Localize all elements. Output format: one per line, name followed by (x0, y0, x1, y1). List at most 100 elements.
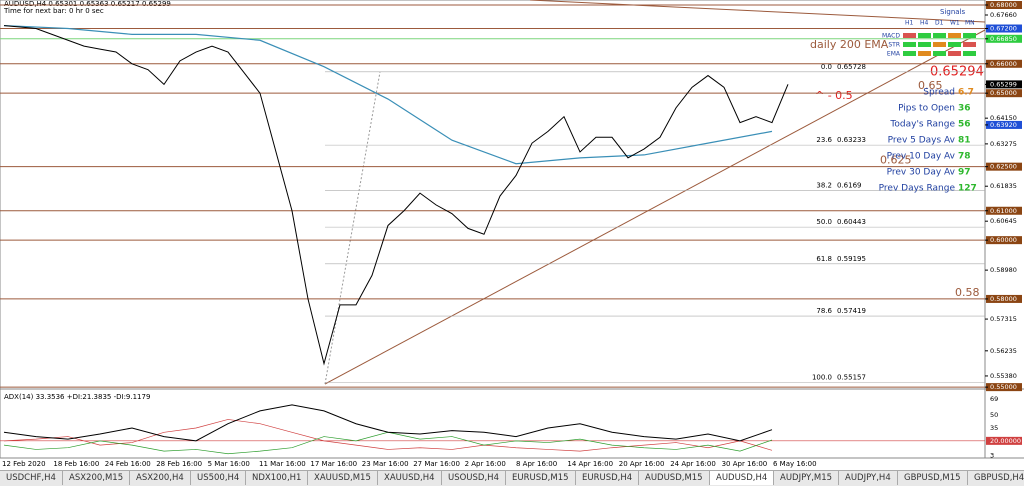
price-tag (986, 89, 1022, 98)
chart-tab[interactable]: USDCHF,H4 (0, 471, 63, 485)
fib-level: 0.0 (821, 63, 832, 71)
fib-price: 0.63233 (837, 136, 866, 144)
chart: AUDUSD,H4 0.65301 0.65363 0.65217 0.6529… (0, 0, 1024, 468)
y-tick-label: 0.56235 (990, 347, 1017, 355)
fib-level: 38.2 (816, 181, 832, 189)
signal-cell (963, 33, 976, 38)
y-tick-label: 0.64150 (990, 114, 1017, 122)
price-tag (986, 236, 1022, 245)
chart-tab[interactable]: GBPUSD,M15 (898, 471, 968, 485)
x-tick-label: 2 Apr 16:00 (465, 460, 506, 468)
info-value: 56 (958, 120, 971, 130)
price-tag (986, 206, 1022, 215)
adx-line (3, 404, 773, 442)
chart-tab[interactable]: AUDUSD,H4 (710, 471, 775, 485)
x-tick-label: 17 Mar 16:00 (310, 460, 357, 468)
price-tag (986, 294, 1022, 303)
signal-cell (948, 42, 961, 47)
x-tick-label: 14 Apr 16:00 (567, 460, 613, 468)
x-tick-label: 24 Apr 16:00 (670, 460, 716, 468)
info-label: Pips to Open (898, 104, 955, 114)
y-tick-label: 0.58000 (990, 295, 1017, 303)
chart-tab[interactable]: NDX100,H1 (246, 471, 309, 485)
signal-cell (963, 42, 976, 47)
chart-tab[interactable]: AUDJPY,H4 (839, 471, 898, 485)
level-label: 0.625 (880, 154, 912, 167)
fib-price: 0.65728 (837, 63, 866, 71)
x-tick-label: 18 Feb 16:00 (53, 460, 99, 468)
bar-timer: Time for next bar: 0 hr 0 sec (3, 7, 104, 15)
fib-level: 61.8 (816, 255, 832, 263)
y-tick-label: 0.67660 (990, 11, 1017, 19)
fib-price: 0.55157 (837, 374, 866, 382)
y-tick-label: 0.55000 (990, 383, 1017, 391)
y-tick-label: 0.65299 (990, 80, 1017, 88)
signal-cell (933, 51, 946, 56)
x-tick-label: 12 Feb 2020 (2, 460, 46, 468)
price-tag (986, 80, 1022, 89)
price-tag (986, 59, 1022, 68)
tab-bar: USDCHF,H4 ASX200,M15 ASX200,H4 US500,H4 NDX1… (0, 470, 1024, 486)
chart-tab[interactable]: AUDJPY,M15 (774, 471, 840, 485)
signal-cell (918, 51, 931, 56)
y-tick-label: 0.66000 (990, 60, 1017, 68)
info-value: 6.7 (958, 88, 974, 98)
info-value: 36 (958, 104, 971, 114)
info-label: Prev 30 Day Av (887, 168, 956, 178)
fib-level: 23.6 (816, 136, 832, 144)
timeframe: H4 (920, 20, 929, 27)
info-label: Prev 10 Day Av (887, 152, 956, 162)
signal-cell (933, 42, 946, 47)
x-tick-label: 24 Feb 16:00 (105, 460, 151, 468)
y-tick-label: 0.61000 (990, 207, 1017, 215)
info-value: 78 (958, 152, 971, 162)
info-label: Today's Range (889, 120, 955, 130)
chart-tab[interactable]: EURUSD,H4 (576, 471, 640, 485)
fib-level: 50.0 (816, 218, 832, 226)
chart-tab[interactable]: XAUUSD,H4 (378, 471, 442, 485)
info-value: 127 (958, 184, 977, 194)
half-label: ^ - 0.5 (815, 89, 853, 102)
price-line (3, 25, 789, 366)
adx-tick-label: 50 (990, 411, 998, 419)
chart-tab[interactable]: AUDUSD,M15 (639, 471, 710, 485)
y-tick-label: 0.55380 (990, 372, 1017, 380)
minus_di-line (3, 419, 773, 452)
info-value: 81 (958, 136, 971, 146)
y-tick-label: 0.63920 (990, 121, 1017, 129)
chart-tab[interactable]: ASX200,H4 (130, 471, 191, 485)
chart-tab[interactable]: XAUUSD,M15 (308, 471, 378, 485)
chart-tab[interactable]: EURUSD,M15 (506, 471, 576, 485)
chart-tab[interactable]: USOUSD,H4 (442, 471, 506, 485)
level-label: 0.65 (918, 79, 943, 92)
y-tick-label: 0.60000 (990, 236, 1017, 244)
timeframe: H1 (905, 20, 914, 27)
signal-cell (948, 33, 961, 38)
fib-price: 0.57419 (837, 307, 866, 315)
signal-cell (903, 42, 916, 47)
y-tick-label: 0.62500 (990, 163, 1017, 171)
chart-tab[interactable]: ASX200,M15 (63, 471, 131, 485)
adx-tick-label: 35 (990, 424, 998, 432)
signal-cell (918, 33, 931, 38)
adx-tick-label: 69 (990, 395, 998, 403)
fib-anchor (324, 71, 381, 385)
chart-tab[interactable]: GBPUSD,H4 (968, 471, 1024, 485)
y-tick-label: 0.65000 (990, 89, 1017, 97)
y-tick-label: 0.60645 (990, 217, 1017, 225)
info-label: Prev Days Range (879, 184, 956, 194)
chart-header: AUDUSD,H4 0.65301 0.65363 0.65217 0.6529… (4, 0, 171, 8)
signal-cell (918, 42, 931, 47)
signal-name: MACD (882, 33, 900, 40)
timeframe: W1 (950, 20, 960, 27)
x-tick-label: 8 Apr 16:00 (516, 460, 557, 468)
chart-tab[interactable]: US500,H4 (191, 471, 247, 485)
info-value: 97 (958, 168, 971, 178)
signals-title: Signals (940, 8, 966, 16)
y-tick-label: 0.61835 (990, 182, 1017, 190)
signal-cell (933, 33, 946, 38)
y-tick-label: 0.66850 (990, 35, 1017, 43)
y-tick-label: 0.57315 (990, 315, 1017, 323)
x-tick-label: 5 Mar 16:00 (208, 460, 250, 468)
